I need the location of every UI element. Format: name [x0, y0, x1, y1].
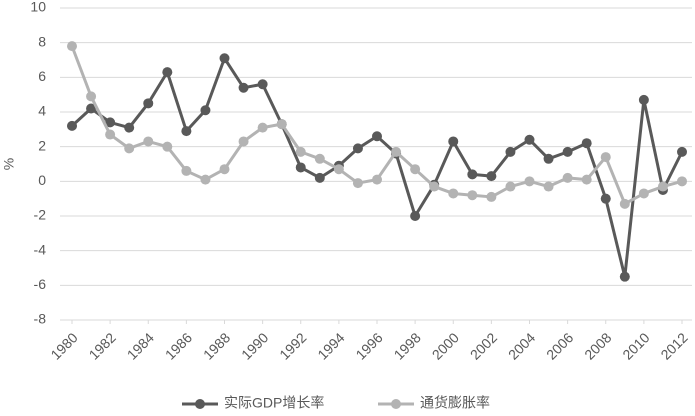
y-tick-label: 10: [30, 0, 46, 15]
point: [181, 126, 192, 137]
point: [105, 117, 116, 128]
point: [677, 176, 687, 187]
point: [543, 153, 554, 164]
point: [619, 198, 630, 209]
point: [467, 190, 478, 201]
y-tick-label: 0: [38, 172, 46, 188]
point: [105, 129, 116, 140]
point: [200, 174, 211, 185]
point: [314, 172, 325, 183]
point: [638, 188, 649, 199]
point: [391, 146, 402, 157]
legend-marker: [391, 399, 401, 409]
x-tick-label: 2002: [467, 329, 500, 362]
legend-label: 实际GDP增长率: [224, 395, 324, 411]
y-tick-label: 8: [38, 33, 46, 49]
point: [505, 181, 516, 192]
x-tick-label: 2000: [429, 329, 462, 362]
point: [677, 146, 687, 157]
point: [86, 103, 97, 114]
y-tick-label: 6: [38, 68, 46, 84]
point: [619, 271, 630, 282]
y-axis-label: %: [1, 158, 17, 170]
point: [86, 91, 97, 102]
point: [219, 164, 230, 175]
point: [352, 143, 363, 154]
point: [562, 146, 573, 157]
point: [486, 191, 497, 202]
point: [143, 98, 154, 109]
y-tick-label: -8: [34, 311, 47, 327]
x-tick-label: 1982: [86, 329, 119, 362]
point: [600, 193, 611, 204]
point: [257, 122, 268, 133]
point: [543, 181, 554, 192]
x-tick-label: 1986: [162, 329, 195, 362]
point: [467, 169, 478, 180]
point: [410, 211, 421, 221]
point: [524, 134, 535, 145]
point: [238, 82, 249, 93]
point: [372, 131, 382, 142]
series-line: [70, 56, 684, 279]
point: [333, 164, 344, 175]
x-tick-label: 2012: [657, 329, 690, 362]
x-tick-label: 1980: [47, 329, 80, 362]
point: [486, 171, 497, 182]
x-tick-label: 1998: [391, 329, 424, 362]
point: [124, 143, 135, 154]
y-tick-label: -4: [34, 241, 47, 257]
point: [295, 162, 306, 173]
legend-marker: [195, 399, 205, 409]
point: [162, 141, 173, 152]
point: [67, 41, 77, 52]
point: [524, 176, 535, 187]
point: [257, 79, 268, 90]
y-tick-label: 4: [38, 103, 46, 119]
point: [124, 122, 135, 133]
point: [581, 174, 592, 185]
x-tick-label: 1996: [352, 329, 385, 362]
point: [448, 188, 459, 199]
point: [219, 53, 230, 64]
point: [352, 178, 363, 189]
x-tick-label: 2010: [619, 329, 652, 362]
point: [295, 146, 306, 157]
point: [276, 119, 287, 130]
point: [314, 153, 325, 164]
point: [143, 136, 154, 147]
point: [67, 120, 77, 131]
x-tick-label: 2008: [581, 329, 614, 362]
legend-label: 通货膨胀率: [420, 395, 490, 411]
point: [429, 181, 440, 192]
y-tick-label: -6: [34, 276, 47, 292]
point: [238, 136, 249, 147]
y-tick-label: 2: [38, 137, 46, 153]
y-tick-label: -2: [34, 207, 47, 223]
x-tick-label: 1988: [200, 329, 233, 362]
x-tick-label: 1984: [124, 329, 157, 362]
x-tick-label: 1990: [238, 329, 271, 362]
point: [505, 146, 516, 157]
point: [638, 94, 649, 105]
point: [410, 164, 421, 175]
x-tick-label: 2006: [543, 329, 576, 362]
x-tick-label: 1992: [276, 329, 309, 362]
point: [181, 165, 192, 176]
point: [657, 181, 668, 192]
point: [562, 172, 573, 183]
x-tick-label: 2004: [505, 329, 538, 362]
point: [600, 152, 611, 163]
point: [162, 67, 173, 78]
point: [200, 105, 211, 116]
point: [581, 138, 592, 149]
x-tick-label: 1994: [314, 329, 347, 362]
point: [372, 174, 382, 185]
point: [448, 136, 459, 147]
